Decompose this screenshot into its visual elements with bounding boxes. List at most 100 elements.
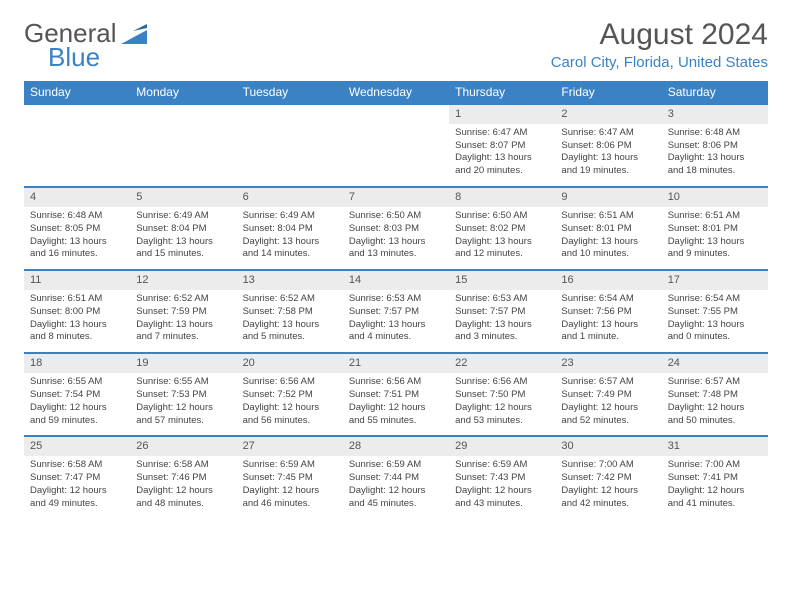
daylight-text: Daylight: 13 hours and 1 minute. xyxy=(561,319,655,345)
day-number: 5 xyxy=(130,187,236,207)
col-saturday: Saturday xyxy=(662,81,768,104)
sunset-text: Sunset: 7:48 PM xyxy=(668,389,762,402)
sunset-text: Sunset: 8:03 PM xyxy=(349,223,443,236)
day-number: 13 xyxy=(237,270,343,290)
day-detail: Sunrise: 6:50 AMSunset: 8:03 PMDaylight:… xyxy=(343,207,449,270)
empty-cell xyxy=(24,124,130,187)
sunrise-text: Sunrise: 6:53 AM xyxy=(349,293,443,306)
day-detail: Sunrise: 6:51 AMSunset: 8:01 PMDaylight:… xyxy=(555,207,661,270)
sunrise-text: Sunrise: 7:00 AM xyxy=(561,459,655,472)
day-detail: Sunrise: 6:51 AMSunset: 8:00 PMDaylight:… xyxy=(24,290,130,353)
col-tuesday: Tuesday xyxy=(237,81,343,104)
daylight-text: Daylight: 12 hours and 48 minutes. xyxy=(136,485,230,511)
sunrise-text: Sunrise: 6:51 AM xyxy=(668,210,762,223)
daylight-text: Daylight: 13 hours and 4 minutes. xyxy=(349,319,443,345)
day-number: 31 xyxy=(662,436,768,456)
daylight-text: Daylight: 13 hours and 7 minutes. xyxy=(136,319,230,345)
day-number: 16 xyxy=(555,270,661,290)
sunrise-text: Sunrise: 6:59 AM xyxy=(455,459,549,472)
day-number: 17 xyxy=(662,270,768,290)
sunset-text: Sunset: 7:44 PM xyxy=(349,472,443,485)
day-detail: Sunrise: 6:48 AMSunset: 8:06 PMDaylight:… xyxy=(662,124,768,187)
daylight-text: Daylight: 13 hours and 9 minutes. xyxy=(668,236,762,262)
day-number: 18 xyxy=(24,353,130,373)
sunset-text: Sunset: 7:57 PM xyxy=(349,306,443,319)
day-number: 8 xyxy=(449,187,555,207)
day-detail: Sunrise: 7:00 AMSunset: 7:41 PMDaylight:… xyxy=(662,456,768,518)
day-number: 2 xyxy=(555,104,661,124)
day-number: 30 xyxy=(555,436,661,456)
day-number: 9 xyxy=(555,187,661,207)
day-number: 27 xyxy=(237,436,343,456)
day-detail: Sunrise: 6:57 AMSunset: 7:49 PMDaylight:… xyxy=(555,373,661,436)
sunrise-text: Sunrise: 6:48 AM xyxy=(668,127,762,140)
day-number: 1 xyxy=(449,104,555,124)
sunset-text: Sunset: 7:58 PM xyxy=(243,306,337,319)
sunrise-text: Sunrise: 6:47 AM xyxy=(455,127,549,140)
sunrise-text: Sunrise: 6:57 AM xyxy=(561,376,655,389)
col-sunday: Sunday xyxy=(24,81,130,104)
day-number: 11 xyxy=(24,270,130,290)
sunrise-text: Sunrise: 6:59 AM xyxy=(243,459,337,472)
day-detail-row: Sunrise: 6:48 AMSunset: 8:05 PMDaylight:… xyxy=(24,207,768,270)
day-detail: Sunrise: 6:47 AMSunset: 8:07 PMDaylight:… xyxy=(449,124,555,187)
day-number-row: 11121314151617 xyxy=(24,270,768,290)
day-detail: Sunrise: 6:55 AMSunset: 7:54 PMDaylight:… xyxy=(24,373,130,436)
day-detail: Sunrise: 6:49 AMSunset: 8:04 PMDaylight:… xyxy=(130,207,236,270)
day-detail: Sunrise: 6:47 AMSunset: 8:06 PMDaylight:… xyxy=(555,124,661,187)
location: Carol City, Florida, United States xyxy=(551,54,768,71)
empty-cell xyxy=(343,124,449,187)
sunset-text: Sunset: 8:01 PM xyxy=(561,223,655,236)
sunrise-text: Sunrise: 6:50 AM xyxy=(455,210,549,223)
day-detail: Sunrise: 6:54 AMSunset: 7:55 PMDaylight:… xyxy=(662,290,768,353)
daylight-text: Daylight: 13 hours and 15 minutes. xyxy=(136,236,230,262)
sunrise-text: Sunrise: 6:52 AM xyxy=(136,293,230,306)
day-number: 28 xyxy=(343,436,449,456)
sunset-text: Sunset: 8:07 PM xyxy=(455,140,549,153)
calendar-body: 123Sunrise: 6:47 AMSunset: 8:07 PMDaylig… xyxy=(24,104,768,518)
logo-blue: Blue xyxy=(48,42,100,73)
empty-cell xyxy=(130,104,236,124)
daylight-text: Daylight: 13 hours and 19 minutes. xyxy=(561,152,655,178)
daylight-text: Daylight: 13 hours and 13 minutes. xyxy=(349,236,443,262)
sunrise-text: Sunrise: 6:57 AM xyxy=(668,376,762,389)
sunset-text: Sunset: 8:02 PM xyxy=(455,223,549,236)
sunrise-text: Sunrise: 6:54 AM xyxy=(561,293,655,306)
daylight-text: Daylight: 13 hours and 8 minutes. xyxy=(30,319,124,345)
sunrise-text: Sunrise: 6:55 AM xyxy=(136,376,230,389)
sunset-text: Sunset: 7:55 PM xyxy=(668,306,762,319)
day-detail: Sunrise: 6:54 AMSunset: 7:56 PMDaylight:… xyxy=(555,290,661,353)
sunrise-text: Sunrise: 6:56 AM xyxy=(349,376,443,389)
sunrise-text: Sunrise: 6:56 AM xyxy=(243,376,337,389)
daylight-text: Daylight: 12 hours and 41 minutes. xyxy=(668,485,762,511)
sunset-text: Sunset: 7:45 PM xyxy=(243,472,337,485)
sunset-text: Sunset: 7:41 PM xyxy=(668,472,762,485)
sunset-text: Sunset: 7:50 PM xyxy=(455,389,549,402)
sunset-text: Sunset: 7:51 PM xyxy=(349,389,443,402)
sunrise-text: Sunrise: 6:59 AM xyxy=(349,459,443,472)
day-number: 23 xyxy=(555,353,661,373)
sunrise-text: Sunrise: 6:52 AM xyxy=(243,293,337,306)
daylight-text: Daylight: 12 hours and 46 minutes. xyxy=(243,485,337,511)
daylight-text: Daylight: 12 hours and 42 minutes. xyxy=(561,485,655,511)
sunset-text: Sunset: 7:59 PM xyxy=(136,306,230,319)
day-detail: Sunrise: 6:59 AMSunset: 7:44 PMDaylight:… xyxy=(343,456,449,518)
day-detail-row: Sunrise: 6:55 AMSunset: 7:54 PMDaylight:… xyxy=(24,373,768,436)
empty-cell xyxy=(130,124,236,187)
daylight-text: Daylight: 13 hours and 12 minutes. xyxy=(455,236,549,262)
sunset-text: Sunset: 8:00 PM xyxy=(30,306,124,319)
day-detail: Sunrise: 6:55 AMSunset: 7:53 PMDaylight:… xyxy=(130,373,236,436)
sunset-text: Sunset: 8:04 PM xyxy=(136,223,230,236)
day-detail: Sunrise: 6:53 AMSunset: 7:57 PMDaylight:… xyxy=(343,290,449,353)
day-number: 14 xyxy=(343,270,449,290)
month-title: August 2024 xyxy=(551,18,768,52)
day-number: 4 xyxy=(24,187,130,207)
empty-cell xyxy=(237,124,343,187)
calendar-table: Sunday Monday Tuesday Wednesday Thursday… xyxy=(24,81,768,518)
daylight-text: Daylight: 13 hours and 0 minutes. xyxy=(668,319,762,345)
sunrise-text: Sunrise: 6:51 AM xyxy=(561,210,655,223)
sunset-text: Sunset: 7:52 PM xyxy=(243,389,337,402)
daylight-text: Daylight: 12 hours and 53 minutes. xyxy=(455,402,549,428)
sunrise-text: Sunrise: 6:49 AM xyxy=(136,210,230,223)
day-number: 10 xyxy=(662,187,768,207)
